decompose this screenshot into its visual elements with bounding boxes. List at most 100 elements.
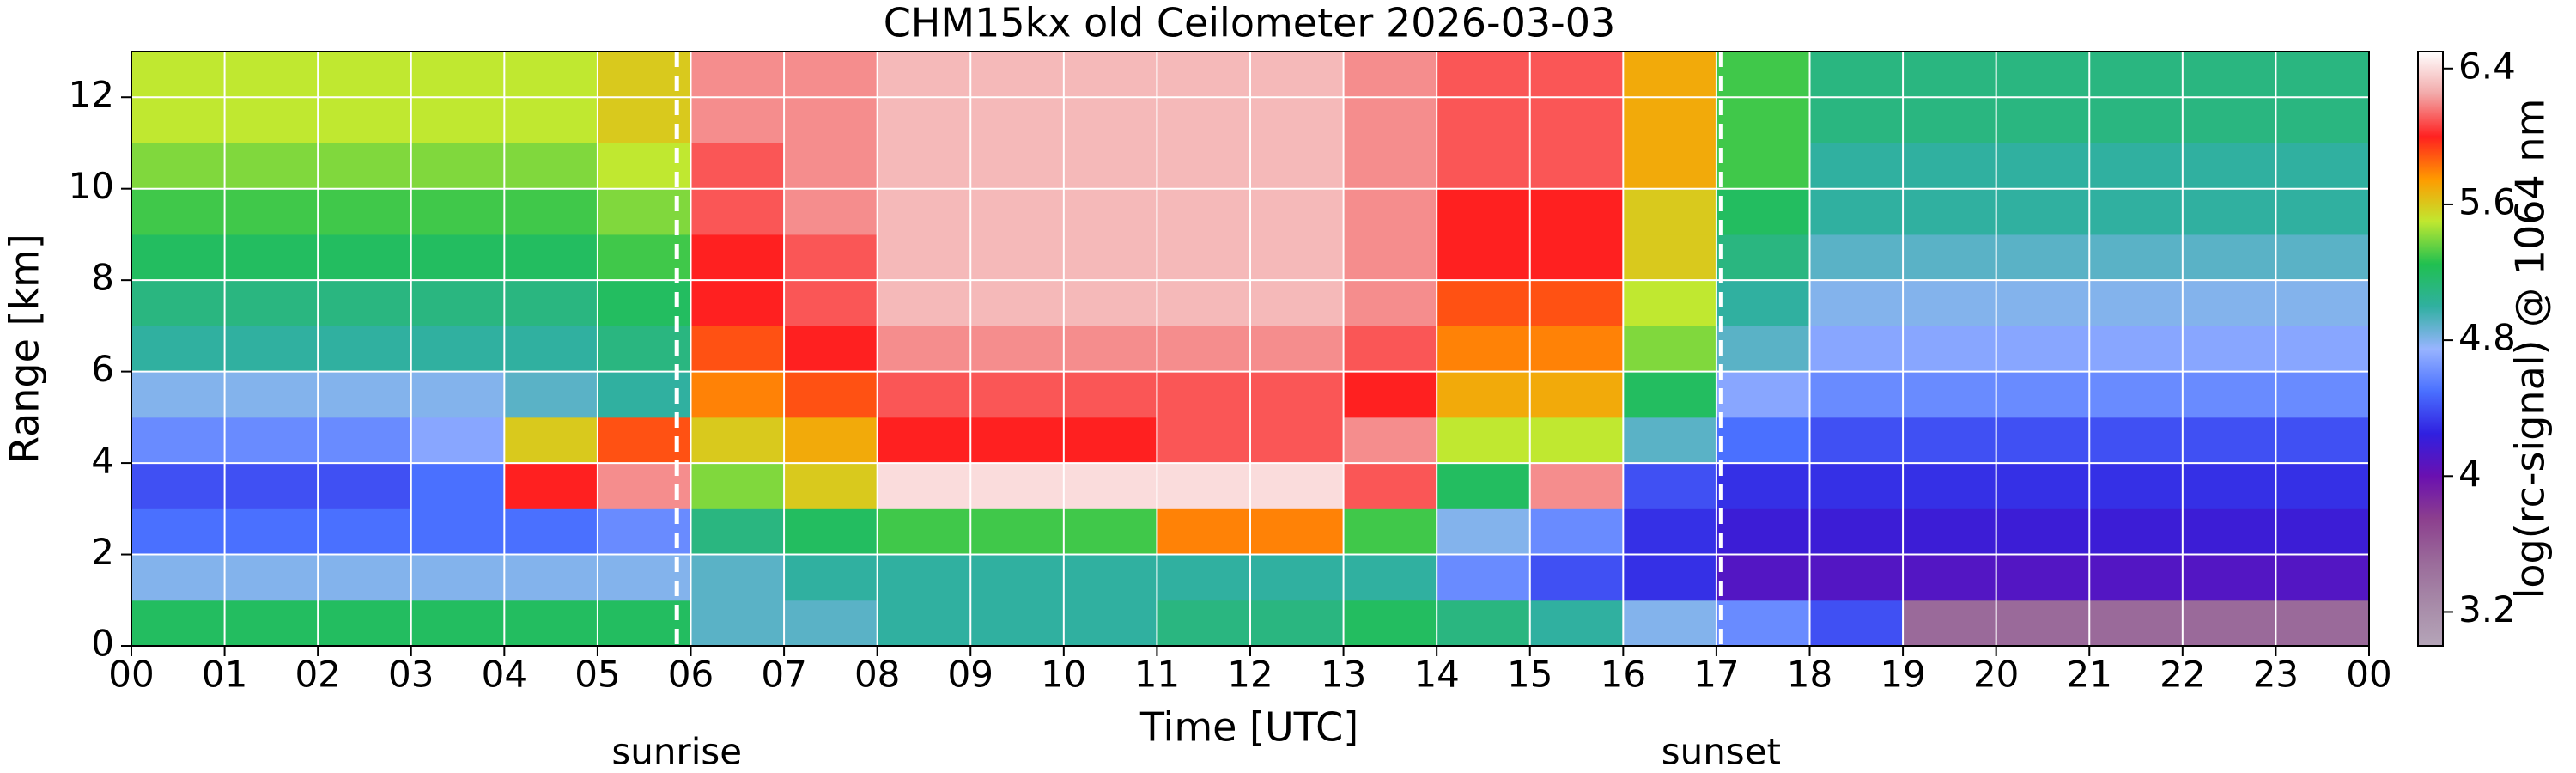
heatmap-cell (410, 188, 505, 235)
heatmap-cell (1250, 600, 1345, 647)
heatmap-cell (877, 280, 971, 326)
heatmap-cell (970, 463, 1065, 509)
heatmap-cell (2182, 554, 2276, 601)
colorbar-tick-label: 5.6 (2458, 180, 2516, 222)
heatmap-cell (970, 326, 1065, 373)
heatmap-cell (877, 371, 971, 418)
heatmap-cell (1809, 143, 1904, 190)
heatmap-cell (1903, 280, 1997, 326)
heatmap-cell (970, 52, 1065, 98)
heatmap-cell (1157, 326, 1251, 373)
heatmap-cell (131, 52, 226, 98)
heatmap-cell (1623, 463, 1717, 509)
heatmap-cell (690, 143, 785, 190)
heatmap-cell (1903, 417, 1997, 464)
heatmap-cell (318, 234, 412, 281)
heatmap-cell (318, 371, 412, 418)
heatmap-cell (224, 600, 319, 647)
heatmap-cell (2275, 554, 2370, 601)
heatmap-cell (784, 97, 878, 143)
heatmap-cell (1903, 326, 1997, 373)
heatmap-cell (224, 97, 319, 143)
heatmap-cell (1903, 600, 1997, 647)
heatmap-cell (1809, 463, 1904, 509)
colorbar-band (2418, 221, 2443, 265)
heatmap-cell (784, 52, 878, 98)
heatmap-cell (970, 97, 1065, 143)
heatmap-cell (1809, 417, 1904, 464)
heatmap-cell (2275, 463, 2370, 509)
colorbar-frame (2417, 51, 2444, 647)
y-tick-label: 10 (69, 165, 114, 207)
heatmap-cell (1809, 508, 1904, 556)
heatmap-cell (1529, 188, 1624, 235)
heatmap-cell (1996, 600, 2090, 647)
colorbar-tick-label: 4 (2458, 453, 2482, 495)
heatmap-cell (2089, 97, 2184, 143)
y-tick-label: 0 (91, 623, 114, 665)
heatmap-cell (1809, 188, 1904, 235)
heatmap-cell (224, 508, 319, 556)
heatmap-cell (690, 97, 785, 143)
x-axis-label: Time [UTC] (1139, 704, 1358, 751)
heatmap-cell (2275, 280, 2370, 326)
heatmap-cell (410, 417, 505, 464)
colorbar-band (2418, 603, 2443, 647)
heatmap-cell (1623, 326, 1717, 373)
heatmap-cell (877, 97, 971, 143)
heatmap-cell (1250, 417, 1345, 464)
heatmap-cell (1063, 508, 1157, 556)
heatmap-cell (2275, 143, 2370, 190)
heatmap-cell (504, 326, 598, 373)
heatmap-cell (2089, 508, 2184, 556)
x-tick-label: 16 (1601, 654, 1646, 696)
x-tick-label: 23 (2253, 654, 2299, 696)
heatmap-cell (224, 417, 319, 464)
heatmap-cell (2182, 188, 2276, 235)
heatmap-cell (877, 417, 971, 464)
x-tick-label: 18 (1787, 654, 1832, 696)
heatmap-cell (1716, 143, 1810, 190)
heatmap-cell (1343, 600, 1437, 647)
heatmap-cell (2275, 188, 2370, 235)
heatmap-cell (1437, 234, 1531, 281)
x-tick-label: 10 (1041, 654, 1086, 696)
colorbar-band (2418, 391, 2443, 435)
heatmap-cell (1903, 52, 1997, 98)
heatmap-cell (1437, 600, 1531, 647)
x-tick-label: 09 (948, 654, 993, 696)
annotation-label: sunset (1662, 731, 1781, 773)
heatmap-cell (131, 97, 226, 143)
heatmap-cell (1343, 280, 1437, 326)
heatmap-cell (1343, 143, 1437, 190)
heatmap-cell (1437, 326, 1531, 373)
heatmap-cell (1343, 326, 1437, 373)
heatmap-cell (1157, 280, 1251, 326)
heatmap-cell (1343, 52, 1437, 98)
heatmap-cell (1250, 234, 1345, 281)
colorbar-band (2418, 306, 2443, 350)
colorbar-band (2418, 433, 2443, 477)
heatmap-cell (1996, 463, 2090, 509)
heatmap-cell (1343, 417, 1437, 464)
heatmap-cell (1063, 326, 1157, 373)
heatmap-cell (1996, 280, 2090, 326)
heatmap-cell (410, 326, 505, 373)
heatmap-cell (1529, 326, 1624, 373)
heatmap-cell (2182, 97, 2276, 143)
heatmap-cell (2089, 234, 2184, 281)
heatmap-cell (1437, 188, 1531, 235)
heatmap-cell (2089, 463, 2184, 509)
heatmap-cell (1157, 554, 1251, 601)
heatmap-cell (1809, 326, 1904, 373)
heatmap-cell (1157, 371, 1251, 418)
heatmap-cell (224, 52, 319, 98)
heatmap-cell (877, 463, 971, 509)
heatmap-cell (2275, 371, 2370, 418)
colorbar-tick-label: 6.4 (2458, 45, 2516, 87)
colorbar-tick-label: 4.8 (2458, 317, 2516, 359)
heatmap-cell (1529, 234, 1624, 281)
heatmap-cell (1623, 554, 1717, 601)
colorbar-band (2418, 518, 2443, 562)
heatmap-cell (1623, 280, 1717, 326)
